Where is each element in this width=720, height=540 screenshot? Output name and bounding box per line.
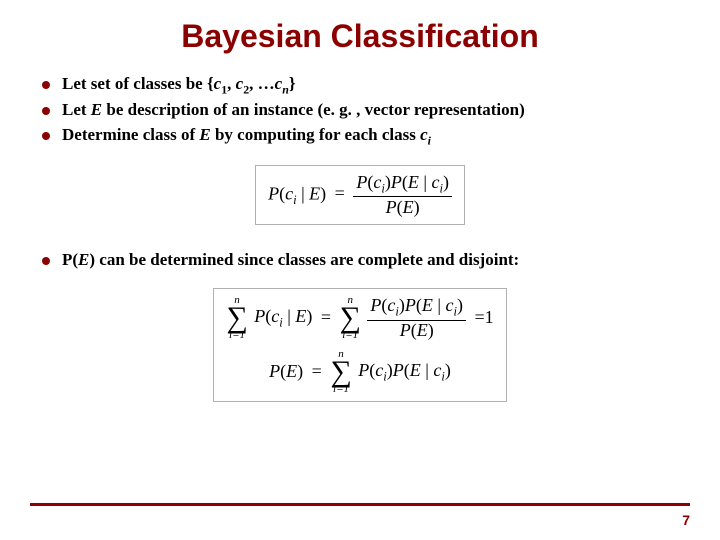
equation-1-box: P(ci | E) = P(ci)P(E | ci) P(E): [255, 165, 465, 226]
slide-title: Bayesian Classification: [30, 18, 690, 55]
bullet-2: Let E be description of an instance (e. …: [36, 99, 690, 122]
bullet-group-2: P(E) can be determined since classes are…: [36, 249, 690, 272]
page-number: 7: [682, 512, 690, 528]
bullet-group-1: Let set of classes be {c1, c2, …cn} Let …: [36, 73, 690, 149]
footer-rule: [30, 503, 690, 506]
bullet-4: P(E) can be determined since classes are…: [36, 249, 690, 272]
bullet-3: Determine class of E by computing for ea…: [36, 124, 690, 148]
equation-2-box: n∑i=1 P(ci | E) = n∑i=1 P(ci)P(E | ci) P…: [213, 288, 506, 402]
bullet-1: Let set of classes be {c1, c2, …cn}: [36, 73, 690, 97]
